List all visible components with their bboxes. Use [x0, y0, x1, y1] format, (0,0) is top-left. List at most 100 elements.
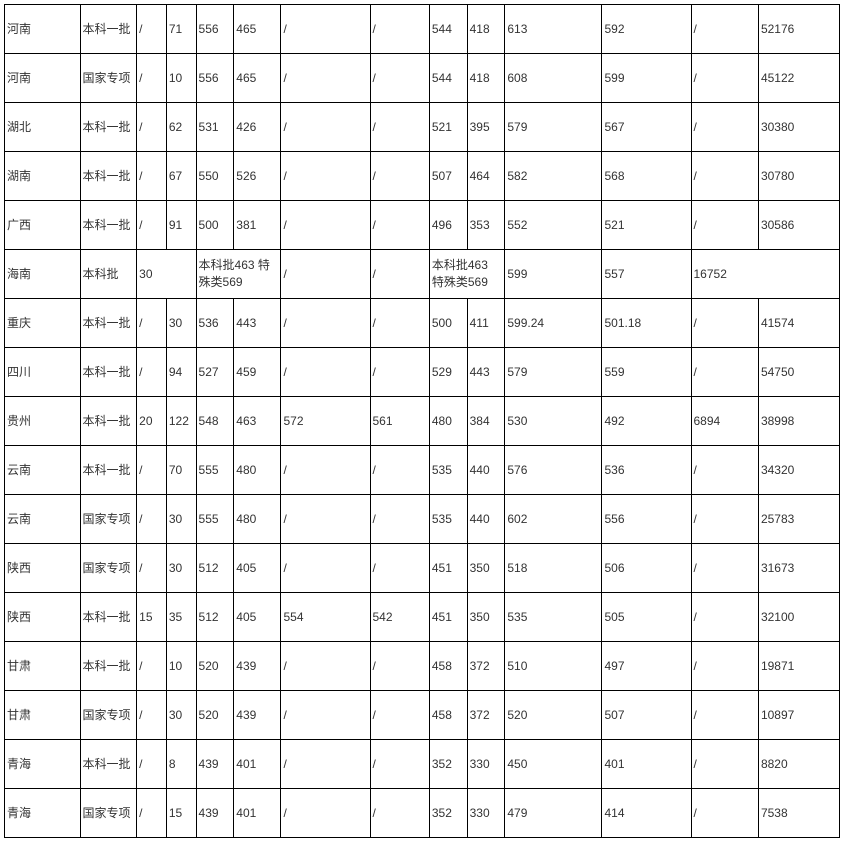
cell: / [281, 299, 370, 348]
cell: 512 [196, 593, 234, 642]
cell-province: 河南 [5, 54, 81, 103]
cell: / [691, 740, 758, 789]
cell: 602 [505, 495, 602, 544]
cell-batch: 本科批 [80, 250, 137, 299]
cell: / [137, 642, 167, 691]
table-row: 重庆本科一批/30536443//500411599.24501.18/4157… [5, 299, 840, 348]
cell: / [281, 544, 370, 593]
cell: / [370, 740, 429, 789]
cell: 15 [166, 789, 196, 838]
cell: 529 [429, 348, 467, 397]
cell: 544 [429, 5, 467, 54]
cell: 122 [166, 397, 196, 446]
cell: / [370, 5, 429, 54]
cell: 520 [505, 691, 602, 740]
cell: / [137, 201, 167, 250]
cell: 372 [467, 691, 505, 740]
cell: 535 [429, 495, 467, 544]
cell: 405 [234, 593, 281, 642]
cell: 463 [234, 397, 281, 446]
cell: 556 [196, 54, 234, 103]
cell: 497 [602, 642, 691, 691]
cell: 440 [467, 495, 505, 544]
cell: 506 [602, 544, 691, 593]
cell-province: 四川 [5, 348, 81, 397]
cell: 557 [602, 250, 691, 299]
cell-province: 青海 [5, 789, 81, 838]
cell: 526 [234, 152, 281, 201]
cell: 440 [467, 446, 505, 495]
cell: / [281, 495, 370, 544]
table-row: 云南国家专项/30555480//535440602556/25783 [5, 495, 840, 544]
cell-batch: 本科一批 [80, 5, 137, 54]
cell: / [691, 593, 758, 642]
cell-province: 贵州 [5, 397, 81, 446]
cell: 439 [234, 691, 281, 740]
cell: / [370, 152, 429, 201]
cell: 582 [505, 152, 602, 201]
cell: 67 [166, 152, 196, 201]
cell: 401 [234, 740, 281, 789]
cell: / [137, 789, 167, 838]
table-row: 云南本科一批/70555480//535440576536/34320 [5, 446, 840, 495]
cell: 52176 [758, 5, 839, 54]
cell: / [137, 495, 167, 544]
cell: / [370, 789, 429, 838]
cell: 536 [602, 446, 691, 495]
table-row: 湖南本科一批/67550526//507464582568/30780 [5, 152, 840, 201]
cell: 512 [196, 544, 234, 593]
cell: 496 [429, 201, 467, 250]
table-row: 陕西本科一批1535512405554542451350535505/32100 [5, 593, 840, 642]
table-row: 广西本科一批/91500381//496353552521/30586 [5, 201, 840, 250]
cell: 479 [505, 789, 602, 838]
cell-batch: 本科一批 [80, 348, 137, 397]
cell: / [281, 691, 370, 740]
cell-batch: 本科一批 [80, 152, 137, 201]
cell: 559 [602, 348, 691, 397]
cell: 548 [196, 397, 234, 446]
cell: 439 [196, 789, 234, 838]
cell: / [691, 691, 758, 740]
cell: / [691, 789, 758, 838]
table-row: 海南本科批30本科批463 特殊类569//本科批463 特殊类56959955… [5, 250, 840, 299]
cell-batch: 国家专项 [80, 544, 137, 593]
cell: 555 [196, 495, 234, 544]
table-row: 青海本科一批/8439401//352330450401/8820 [5, 740, 840, 789]
cell: 520 [196, 691, 234, 740]
cell: 350 [467, 593, 505, 642]
cell: 41574 [758, 299, 839, 348]
cell: / [281, 789, 370, 838]
cell: / [137, 299, 167, 348]
cell: / [370, 642, 429, 691]
table-row: 四川本科一批/94527459//529443579559/54750 [5, 348, 840, 397]
cell: / [281, 5, 370, 54]
cell: / [370, 201, 429, 250]
cell: 556 [602, 495, 691, 544]
cell-batch: 本科一批 [80, 642, 137, 691]
cell: 330 [467, 740, 505, 789]
cell: / [281, 348, 370, 397]
cell: 30 [166, 299, 196, 348]
table-row: 湖北本科一批/62531426//521395579567/30380 [5, 103, 840, 152]
cell: 32100 [758, 593, 839, 642]
cell: 352 [429, 740, 467, 789]
cell: 30380 [758, 103, 839, 152]
cell: 31673 [758, 544, 839, 593]
cell: / [137, 348, 167, 397]
cell: 567 [602, 103, 691, 152]
cell: 30 [166, 691, 196, 740]
table-row: 陕西国家专项/30512405//451350518506/31673 [5, 544, 840, 593]
cell: 54750 [758, 348, 839, 397]
cell: 10 [166, 54, 196, 103]
cell: 531 [196, 103, 234, 152]
cell-batch: 本科一批 [80, 299, 137, 348]
cell: 599.24 [505, 299, 602, 348]
cell: 521 [602, 201, 691, 250]
cell: 568 [602, 152, 691, 201]
cell: 459 [234, 348, 281, 397]
cell-province: 甘肃 [5, 642, 81, 691]
cell: 544 [429, 54, 467, 103]
cell: 554 [281, 593, 370, 642]
cell: 30 [166, 495, 196, 544]
cell: 411 [467, 299, 505, 348]
